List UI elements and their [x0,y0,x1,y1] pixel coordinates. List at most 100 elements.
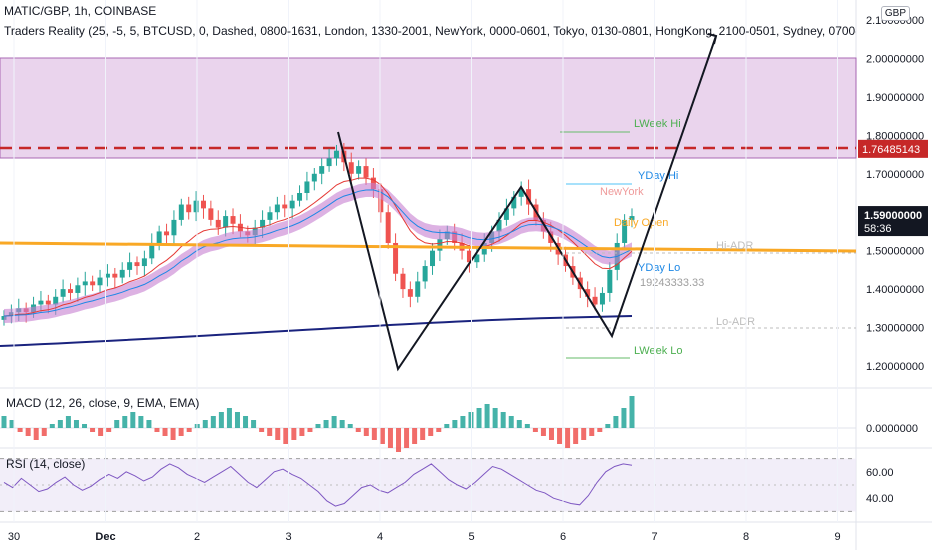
macd-bar [57,420,63,428]
candle-body [437,239,443,251]
candle-body [104,273,110,278]
candle-body [297,193,303,201]
candle-body [141,258,147,267]
macd-bar [275,428,281,440]
overlay-label: YDay Hi [638,170,678,182]
overlay-label: Lo-ADR [716,316,755,328]
candle-body [75,285,81,293]
x-tick-label: Dec [95,531,115,543]
candle-body [333,150,339,159]
candle-body [127,262,133,270]
macd-title[interactable]: MACD (12, 26, close, 9, EMA, EMA) [6,396,200,410]
macd-bar [565,428,571,448]
macd-bar [444,424,450,428]
macd-bar [428,428,434,436]
macd-bar [589,428,595,436]
x-tick-label: 8 [743,531,749,543]
macd-bar [138,416,144,428]
macd-bar [387,428,393,448]
x-tick-label: 5 [468,531,474,543]
lweek-hi-zone [0,57,857,159]
candle-body [326,158,332,167]
candle-body [607,269,613,293]
macd-bar [1,416,7,428]
candle-body [260,219,266,228]
marked-level-badge [858,139,928,158]
candle-body [599,292,605,305]
candle-body [149,242,155,259]
candle-body [518,189,524,197]
rsi-line [3,463,633,507]
macd-bar [33,428,39,440]
macd-bar [404,428,410,448]
candle-body [526,189,532,205]
indicator-legend[interactable]: Traders Reality (25, -5, 5, BTCUSD, 0, D… [4,24,856,38]
macd-bar [17,428,23,432]
rsi-title[interactable]: RSI (14, close) [6,457,86,471]
macd-bar [202,420,208,428]
candle-body [215,219,221,228]
candle-body [511,196,517,209]
macd-bar [573,428,579,444]
candle-body [156,231,162,243]
rsi-tick-label: 60.00 [866,467,894,479]
x-tick-label: 9 [834,531,840,543]
candle-body [82,281,88,286]
overlay-label: 19243333.33 [640,277,704,289]
macd-bar [146,420,152,428]
ema-long-line [0,315,633,347]
x-tick-label: 6 [560,531,566,543]
macd-bar [114,420,120,428]
candle-body [496,219,502,232]
rsi-band [0,458,856,512]
macd-bar [41,428,47,436]
overlay-label: Hi-ADR [716,240,753,252]
annotation-arrowhead [707,33,718,45]
price-tick-label: 1.50000000 [866,246,924,258]
macd-bar [500,412,506,428]
macd-bar [548,428,554,440]
candle-body [503,208,509,220]
macd-bar [307,428,313,432]
candle-body [38,300,44,305]
macd-bar [9,420,15,428]
macd-bar [436,428,442,432]
candle-body [164,231,170,236]
macd-bar [379,428,385,444]
x-tick-label: 4 [377,531,383,543]
rsi-pane [0,458,856,512]
macd-bar [130,412,136,428]
candle-body [430,250,436,267]
macd-bar [516,420,522,428]
overlay-label: Daily Open [614,217,668,229]
macd-bar [524,424,530,428]
macd-bar [49,424,55,428]
currency-button[interactable]: GBP [880,6,910,21]
candle-body [67,289,73,293]
countdown-label: 58:36 [864,223,892,235]
macd-bar [452,420,458,428]
macd-bar [25,428,31,436]
macd-bar [90,428,96,432]
candle-body [186,204,192,213]
macd-bar [162,428,168,436]
macd-bar [484,404,490,428]
macd-bar [508,416,514,428]
candle-body [466,250,472,263]
candle-body [629,216,635,220]
support-line [0,241,857,253]
chart-title: MATIC/GBP, 1h, COINBASE [4,4,157,18]
price-tick-label: 1.20000000 [866,361,924,373]
candle-body [178,204,184,220]
candle-body [119,269,125,278]
candle-body [45,300,51,305]
candle-body [230,216,236,224]
macd-bar [259,428,265,432]
macd-pane [0,396,856,452]
candle-body [585,289,591,297]
macd-bar [396,428,402,452]
annotation-path [337,35,717,372]
rsi-tick-label: 40.00 [866,493,894,505]
axes: 30 Dec 2 3 4 5 6 7 8 92.100000002.000000001.90000… [8,0,928,543]
